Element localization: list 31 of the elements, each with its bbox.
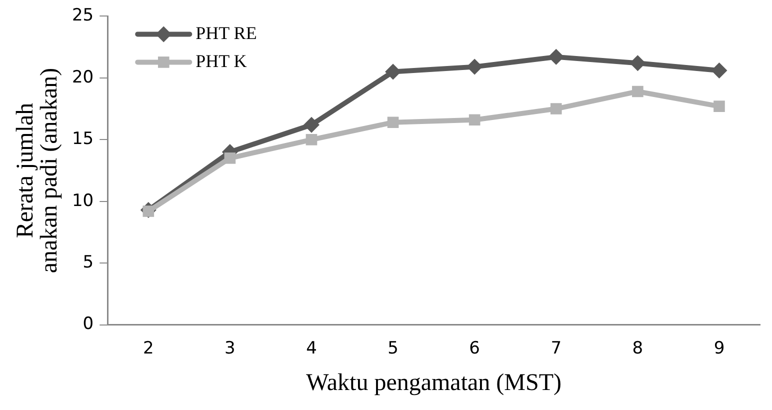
- x-tick-label: 5: [388, 338, 398, 358]
- y-tick-label: 25: [72, 6, 94, 26]
- legend-label: PHT K: [196, 50, 247, 71]
- point: [714, 100, 725, 112]
- point: [468, 114, 480, 126]
- x-tick-label: 9: [714, 338, 725, 358]
- y-tick-label: 15: [72, 129, 94, 150]
- point: [550, 103, 562, 114]
- x-axis-title: Waktu pengamatan (MST): [306, 370, 562, 396]
- point: [548, 48, 564, 65]
- x-tick-label: 3: [224, 338, 236, 358]
- x-tick-label: 6: [469, 338, 480, 358]
- point: [303, 116, 320, 133]
- x-tick-label: 7: [550, 338, 562, 358]
- point: [466, 58, 483, 75]
- x-tick-label: 4: [306, 338, 317, 358]
- x-tick-label: 8: [632, 338, 644, 358]
- x-tick-label: 2: [142, 338, 154, 358]
- y-axis-title: Rerata jumlah anakan padi (anakan): [12, 68, 62, 274]
- point: [632, 86, 644, 98]
- y-tick-label: 0: [82, 314, 94, 334]
- point: [630, 55, 646, 72]
- point: [711, 62, 728, 79]
- y-tick-label: 5: [82, 252, 94, 272]
- point: [387, 116, 399, 128]
- legend-label: PHT RE: [196, 22, 257, 43]
- point: [385, 64, 402, 80]
- y-tick-label: 20: [72, 67, 94, 88]
- y-tick-label: 10: [72, 190, 94, 211]
- point: [224, 152, 236, 164]
- point: [306, 134, 318, 146]
